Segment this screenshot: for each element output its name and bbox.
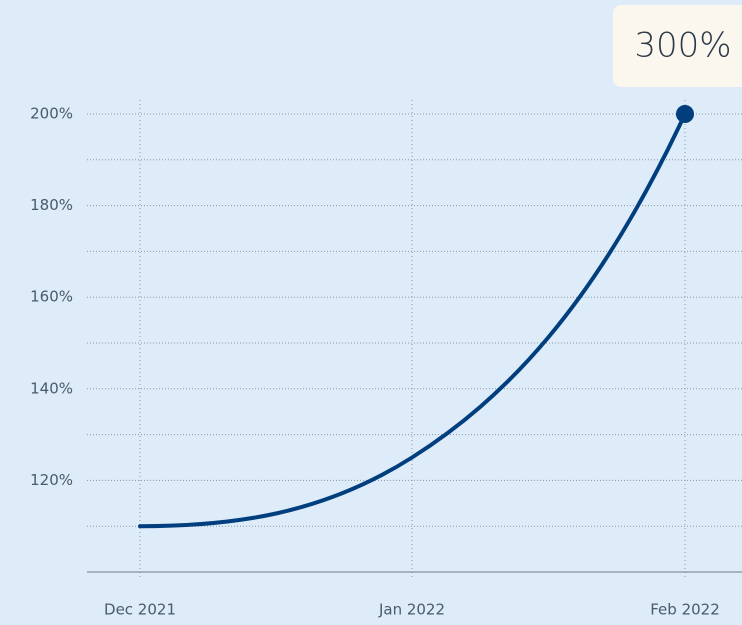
callout-box — [613, 5, 742, 87]
x-tick-label: Feb 2022 — [650, 601, 720, 619]
y-tick-label: 120% — [30, 471, 73, 489]
y-tick-label: 200% — [30, 105, 73, 123]
callout-label: 300% — [634, 26, 731, 66]
end-point — [676, 105, 694, 123]
x-tick-label: Dec 2021 — [104, 601, 176, 619]
x-tick-label: Jan 2022 — [378, 601, 445, 619]
y-tick-label: 140% — [30, 379, 73, 397]
y-tick-label: 180% — [30, 196, 73, 214]
line — [138, 112, 687, 529]
y-tick-label: 160% — [30, 288, 73, 306]
